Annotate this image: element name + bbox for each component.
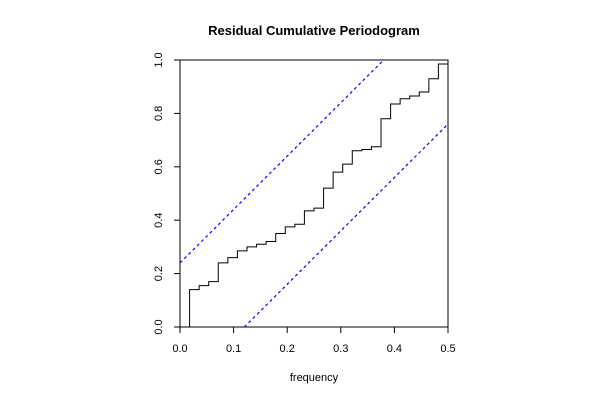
x-tick-label: 0.1 — [226, 343, 241, 355]
y-axis: 0.0 0.2 0.4 0.6 0.8 1.0 — [153, 52, 180, 335]
y-tick-label: 0.6 — [153, 159, 165, 174]
y-tick-label: 1.0 — [153, 52, 165, 67]
y-tick-label: 0.0 — [153, 319, 165, 334]
x-axis: 0.0 0.1 0.2 0.3 0.4 0.5 — [172, 327, 456, 355]
y-tick-label: 0.8 — [153, 106, 165, 121]
plot-area — [179, 59, 449, 328]
x-tick-label: 0.0 — [172, 343, 187, 355]
x-tick-label: 0.5 — [440, 343, 455, 355]
lower-confidence-band — [243, 123, 449, 328]
x-tick-label: 0.3 — [333, 343, 348, 355]
chart-title: Residual Cumulative Periodogram — [208, 23, 420, 38]
x-tick-label: 0.2 — [280, 343, 295, 355]
plot-frame — [179, 59, 449, 328]
x-axis-label: frequency — [290, 372, 339, 384]
upper-confidence-band — [179, 59, 385, 264]
y-tick-label: 0.2 — [153, 266, 165, 281]
x-tick-label: 0.4 — [387, 343, 402, 355]
y-tick-label: 0.4 — [153, 213, 165, 228]
cumulative-periodogram-line — [180, 61, 449, 328]
